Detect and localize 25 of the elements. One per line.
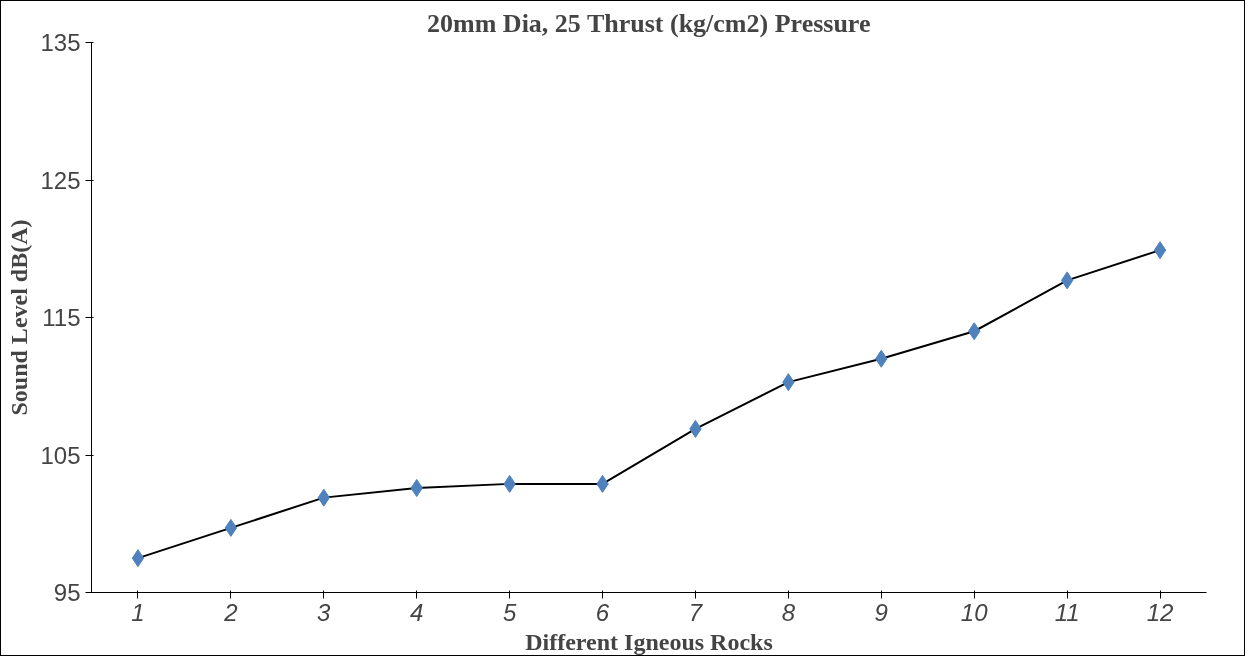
x-tick-label: 7 — [688, 598, 704, 626]
y-tick-label: 135 — [40, 29, 81, 56]
x-tick-label: 2 — [223, 598, 238, 626]
point — [224, 518, 238, 537]
chart-title: 20mm Dia, 25 Thrust (kg/cm2) Pressure — [427, 8, 871, 38]
y-tick-label: 125 — [40, 166, 81, 194]
point — [410, 479, 423, 497]
y-tick-label: 95 — [53, 579, 81, 606]
x-tick-label: 11 — [1054, 598, 1080, 626]
point — [1060, 271, 1074, 290]
x-tick-label: 10 — [960, 598, 989, 626]
y-axis-title: Sound Level dB(A) — [6, 219, 33, 416]
point — [1153, 241, 1167, 260]
y-tick-label: 105 — [40, 441, 81, 469]
x-tick-label: 12 — [1146, 598, 1174, 626]
x-tick-label: 9 — [874, 598, 888, 626]
y-tick-label: 115 — [42, 304, 81, 331]
point — [131, 549, 145, 568]
x-tick-label: 3 — [317, 598, 332, 626]
x-tick-label: 8 — [781, 598, 796, 626]
x-tick-label: 6 — [595, 598, 610, 626]
x-tick-label: 5 — [502, 598, 517, 626]
x-tick-label: 4 — [410, 598, 424, 626]
x-axis-title: Different Igneous Rocks — [525, 628, 773, 655]
x-tick-label: 1 — [131, 598, 145, 626]
